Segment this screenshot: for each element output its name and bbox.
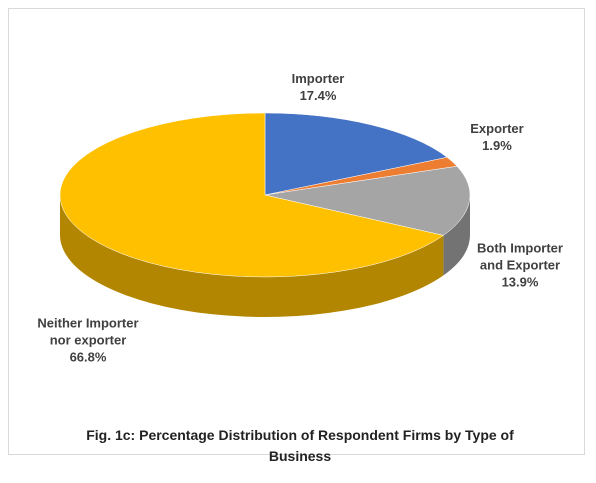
slice — [59, 112, 444, 278]
value-label: 17.4% — [299, 88, 337, 103]
chart-title: Fig. 1c: Percentage Distribution of Resp… — [86, 427, 514, 464]
value-label: 66.8% — [69, 349, 107, 365]
value-label: 1.9% — [482, 138, 512, 153]
data-label: Exporter 1.9% — [442, 120, 552, 154]
category-label: Neither Importer nor exporter — [37, 315, 139, 348]
value-label: 13.9% — [501, 274, 539, 290]
slice-side — [59, 195, 444, 317]
data-label: Importer 17.4% — [263, 70, 373, 104]
slice-side — [443, 195, 470, 276]
slice-side-shade — [59, 195, 444, 317]
data-label: Neither Importer nor exporter 66.8% — [33, 315, 143, 366]
category-label: Exporter — [470, 121, 524, 136]
category-label: Importer — [291, 71, 345, 86]
slice — [264, 165, 471, 236]
data-label: Both Importer and Exporter 13.9% — [465, 240, 575, 291]
slice — [264, 112, 448, 196]
chart-frame — [8, 8, 585, 455]
slice-side-shade — [443, 195, 470, 276]
category-label: Both Importer and Exporter — [477, 240, 563, 273]
